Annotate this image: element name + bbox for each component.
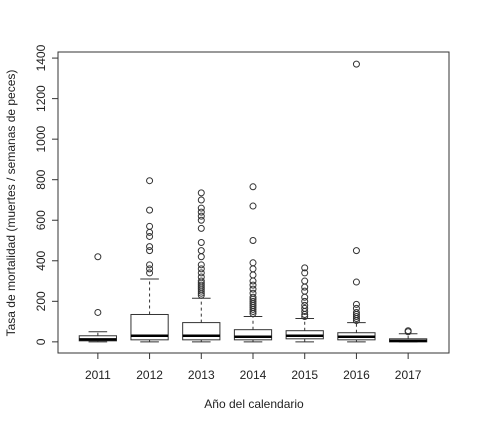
outlier	[197, 196, 205, 204]
outlier	[146, 177, 154, 185]
box	[233, 329, 273, 341]
x-axis-title: Año del calendario	[204, 397, 304, 411]
outlier	[197, 204, 205, 212]
outlier	[249, 289, 257, 297]
outlier	[352, 313, 360, 321]
outlier	[301, 287, 309, 295]
outlier	[197, 189, 205, 197]
y-axis-title: Tasa de mortalidad (muertes / semanas de…	[4, 70, 18, 337]
outlier	[146, 243, 154, 251]
outlier	[352, 308, 360, 316]
outlier	[94, 253, 102, 261]
y-tick-label: 800	[34, 169, 48, 189]
x-tick-label: 2012	[136, 368, 163, 382]
outlier	[301, 269, 309, 277]
outlier	[301, 304, 309, 312]
outlier	[197, 208, 205, 216]
outlier	[249, 271, 257, 279]
outlier	[197, 261, 205, 269]
x-tick-label: 2014	[240, 368, 267, 382]
outlier	[146, 232, 154, 240]
outlier	[249, 297, 257, 305]
outlier	[352, 247, 360, 255]
outlier	[249, 237, 257, 245]
outlier	[197, 253, 205, 261]
x-tick-label: 2015	[291, 368, 318, 382]
outlier	[146, 206, 154, 214]
outlier	[146, 222, 154, 230]
outlier	[301, 283, 309, 291]
x-tick-label: 2013	[188, 368, 215, 382]
outlier	[197, 239, 205, 247]
y-tick-label: 200	[34, 291, 48, 311]
x-tick-label: 2016	[343, 368, 370, 382]
outlier	[301, 313, 309, 321]
outlier	[249, 265, 257, 273]
y-tick-label: 1000	[34, 125, 48, 152]
y-tick-label: 400	[34, 250, 48, 270]
outlier	[352, 60, 360, 68]
y-tick-label: 1200	[34, 85, 48, 112]
outlier	[301, 293, 309, 301]
outlier	[249, 259, 257, 267]
outlier	[146, 247, 154, 255]
outlier	[249, 183, 257, 191]
x-tick-label: 2017	[395, 368, 422, 382]
outlier	[352, 278, 360, 286]
outlier	[197, 269, 205, 277]
outlier	[352, 304, 360, 312]
outlier	[404, 327, 412, 335]
outlier	[249, 202, 257, 210]
outlier	[352, 300, 360, 308]
y-tick-label: 1400	[34, 44, 48, 71]
outlier	[197, 247, 205, 255]
outlier	[301, 297, 309, 305]
outlier	[197, 277, 205, 285]
box	[182, 322, 221, 341]
outlier	[146, 228, 154, 236]
x-tick-label: 2011	[85, 368, 111, 382]
outlier	[301, 277, 309, 285]
outlier	[301, 301, 309, 309]
outlier	[197, 273, 205, 281]
outlier	[197, 224, 205, 232]
outlier	[249, 293, 257, 301]
outlier	[146, 269, 154, 277]
outlier	[94, 308, 102, 316]
outlier	[197, 265, 205, 273]
outlier	[249, 277, 257, 285]
y-tick-label: 0	[34, 338, 48, 345]
outlier	[301, 264, 309, 272]
outlier	[249, 285, 257, 293]
y-tick-label: 600	[34, 210, 48, 230]
outlier	[197, 216, 205, 224]
outlier	[146, 265, 154, 273]
outlier	[197, 281, 205, 289]
outlier	[249, 281, 257, 289]
outlier	[197, 212, 205, 220]
outlier	[146, 261, 154, 269]
